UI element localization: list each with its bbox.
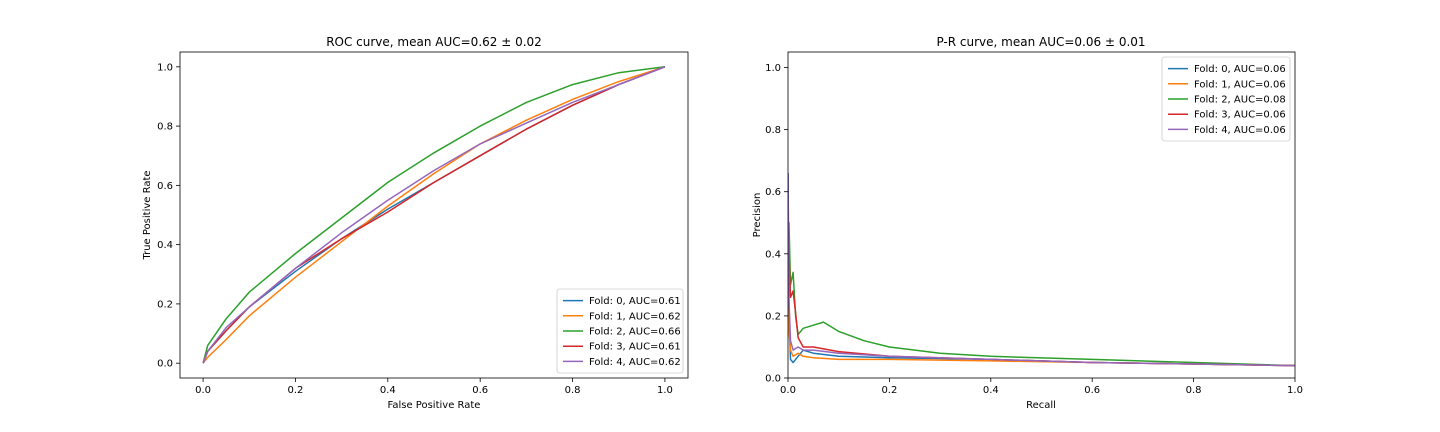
roc-xtick-label-2: 0.4 [380,385,396,396]
pr-legend-label-1: Fold: 1, AUC=0.06 [1194,79,1286,90]
pr-xlabel: Recall [1026,400,1056,411]
pr-title: P-R curve, mean AUC=0.06 ± 0.01 [936,35,1145,49]
roc-legend-label-4: Fold: 4, AUC=0.62 [589,357,681,368]
roc-ylabel: True Positive Rate [142,170,153,260]
roc-xtick-label-0: 0.0 [195,385,211,396]
roc-ytick-label-3: 0.6 [157,181,173,192]
pr-ytick-label-1: 0.2 [765,311,781,322]
pr-ytick-label-2: 0.4 [765,249,781,260]
pr-plot-area: 0.0 0.2 0.4 0.6 0.8 1.0 0.0 0.2 0.4 0.6 0.8 1.0 Fold… [765,51,1303,396]
pr-legend-label-3: Fold: 3, AUC=0.06 [1194,110,1286,121]
roc-legend: Fold: 0, AUC=0.61 Fold: 1, AUC=0.62 Fold: … [556,288,684,374]
pr-chart: P-R curve, mean AUC=0.06 ± 0.01 Recall P… [752,35,1303,411]
roc-series-line-3 [202,66,666,364]
pr-ytick-label-3: 0.6 [765,187,781,198]
roc-ytick-label-5: 1.0 [157,62,173,73]
roc-series-line-2 [202,66,665,364]
pr-ylabel: Precision [752,193,763,238]
pr-xtick-label-2: 0.4 [983,385,999,396]
roc-legend-box [556,288,684,374]
pr-ytick-label-4: 0.8 [765,125,781,136]
roc-ytick-label-4: 0.8 [157,122,173,133]
pr-series-line-2 [788,222,1295,367]
pr-ytick-label-0: 0.0 [765,374,781,385]
roc-xlabel: False Positive Rate [388,400,481,411]
roc-axes-frame [179,51,689,379]
roc-xtick-label-3: 0.6 [472,385,488,396]
roc-title: ROC curve, mean AUC=0.62 ± 0.02 [326,35,542,49]
pr-xtick-label-3: 0.6 [1084,385,1100,396]
roc-legend-label-1: Fold: 1, AUC=0.62 [589,311,681,322]
pr-xtick-label-5: 1.0 [1287,385,1303,396]
roc-plot-area: 0.0 0.2 0.4 0.6 0.8 1.0 0.0 0.2 0.4 0.6 0.8 1.0 Fold… [157,51,689,396]
roc-ytick-label-0: 0.0 [157,359,173,370]
pr-legend-label-4: Fold: 4, AUC=0.06 [1194,125,1286,136]
pr-legend: Fold: 0, AUC=0.06 Fold: 1, AUC=0.06 Fold: … [1161,56,1291,142]
roc-xtick-label-1: 0.2 [288,385,304,396]
pr-axes-frame [787,51,1296,379]
roc-xtick-label-4: 0.8 [565,385,581,396]
pr-xtick-label-4: 0.8 [1186,385,1202,396]
roc-chart: ROC curve, mean AUC=0.62 ± 0.02 False Po… [142,35,689,411]
roc-legend-label-0: Fold: 0, AUC=0.61 [589,296,681,307]
pr-xtick-label-0: 0.0 [780,385,796,396]
roc-legend-label-2: Fold: 2, AUC=0.66 [589,327,681,338]
roc-ytick-label-2: 0.4 [157,240,173,251]
pr-xtick-label-1: 0.2 [881,385,897,396]
pr-legend-label-0: Fold: 0, AUC=0.06 [1194,64,1286,75]
pr-legend-label-2: Fold: 2, AUC=0.08 [1194,95,1286,106]
pr-ytick-label-5: 1.0 [765,63,781,74]
roc-series-line-4 [202,66,666,364]
roc-series-line-1 [202,66,666,364]
roc-ytick-label-1: 0.2 [157,299,173,310]
roc-legend-label-3: Fold: 3, AUC=0.61 [589,342,681,353]
pr-series-line-4 [788,173,1295,367]
pr-legend-box [1161,56,1291,142]
roc-xtick-label-5: 1.0 [657,385,673,396]
